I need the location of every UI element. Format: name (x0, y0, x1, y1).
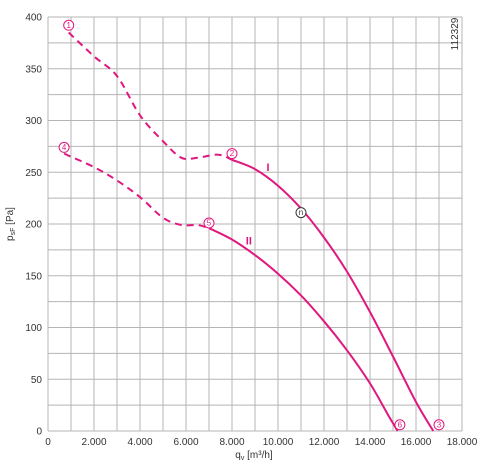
curve-ii-solid (208, 227, 399, 432)
operating-point-3: 3 (433, 419, 445, 431)
y-tick-labels: 0 50 100 150 200 250 300 350 400 (25, 13, 42, 438)
y-tick-label: 100 (25, 323, 42, 334)
x-tick-label: 12.000 (309, 437, 340, 448)
y-tick-label: 350 (25, 64, 42, 75)
operating-point-2: 2 (226, 148, 238, 160)
x-tick-label: 16.000 (401, 437, 432, 448)
curve-label: I (267, 162, 270, 174)
curve-i-dashed (68, 31, 233, 161)
operating-point-label: 5 (207, 218, 212, 227)
drawing-code: 112329 (450, 17, 461, 50)
operating-point-1: 1 (63, 19, 75, 31)
operating-point-4: 4 (58, 141, 70, 153)
fan-curves (63, 31, 435, 432)
x-axis-label: qv [m³/h] (235, 450, 273, 462)
y-tick-label: 50 (31, 375, 43, 386)
x-tick-label: 4.000 (127, 437, 152, 448)
operating-point-n: n (295, 207, 307, 219)
x-tick-label: 8.000 (219, 437, 244, 448)
operating-point-6: 6 (394, 419, 406, 431)
operating-point-circle (63, 19, 75, 31)
curve-ii-dashed (63, 152, 210, 230)
operating-point-circle (226, 148, 238, 160)
x-tick-label: 10.000 (263, 437, 294, 448)
operating-point-label: 2 (230, 149, 235, 158)
y-tick-label: 200 (25, 220, 42, 231)
grid-lines (47, 16, 463, 432)
x-tick-label: 0 (45, 437, 51, 448)
curve-label: II (246, 236, 252, 248)
curve-i-solid (231, 158, 435, 432)
operating-point-circle (295, 207, 307, 219)
y-tick-label: 150 (25, 271, 42, 282)
x-tick-label: 6.000 (173, 437, 198, 448)
curve-labels: III (246, 162, 270, 247)
operating-point-circle (394, 419, 406, 431)
y-tick-label: 400 (25, 13, 42, 24)
operating-point-label: 4 (62, 143, 67, 152)
operating-point-circle (203, 217, 215, 229)
x-tick-labels: 0 2.000 4.000 6.000 8.000 10.000 12.000 14.000 1… (45, 437, 478, 448)
operating-point-circle (433, 419, 445, 431)
y-tick-label: 0 (36, 427, 42, 438)
operating-point-5: 5 (203, 217, 215, 229)
operating-points: 1 2 3 4 5 6 n (58, 19, 445, 431)
operating-point-label: 1 (66, 21, 71, 30)
operating-point-label: 6 (398, 420, 403, 429)
x-tick-label: 2.000 (81, 437, 106, 448)
y-tick-label: 300 (25, 116, 42, 127)
y-axis-label: psF [Pa] (5, 207, 17, 241)
operating-point-circle (58, 141, 70, 153)
operating-point-label: 3 (437, 420, 442, 429)
x-tick-label: 18.000 (447, 437, 478, 448)
y-tick-label: 250 (25, 168, 42, 179)
x-tick-label: 14.000 (355, 437, 386, 448)
operating-point-label: n (299, 208, 303, 217)
